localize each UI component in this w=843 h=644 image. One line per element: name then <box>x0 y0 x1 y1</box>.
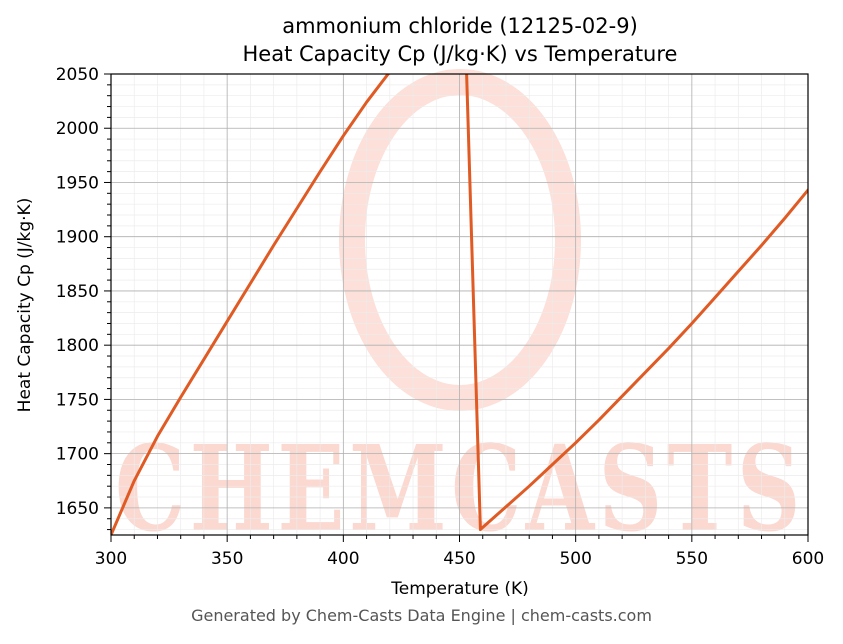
watermark: CHEMCASTS <box>115 69 799 558</box>
x-tick-label: 400 <box>327 549 359 569</box>
x-tick-label: 300 <box>95 549 127 569</box>
y-axis: 1650 1700 1750 1800 1850 1900 1950 2000 2050 <box>56 65 111 531</box>
x-tick-label: 500 <box>559 549 591 569</box>
x-axis-label: Temperature (K) <box>390 579 529 599</box>
series-layer <box>111 74 808 535</box>
chart-title-line1: ammonium chloride (12125-02-9) <box>282 14 638 38</box>
series-line-0 <box>111 74 808 535</box>
y-axis-label: Heat Capacity Cp (J/kg·K) <box>15 198 35 413</box>
y-tick-label: 1650 <box>56 499 99 519</box>
y-tick-label: 1900 <box>56 228 99 248</box>
y-tick-label: 2000 <box>56 119 99 139</box>
x-tick-label: 450 <box>443 549 475 569</box>
x-tick-label: 600 <box>792 549 824 569</box>
y-tick-label: 1700 <box>56 445 99 465</box>
y-tick-label: 1850 <box>56 282 99 302</box>
chart-title-line2: Heat Capacity Cp (J/kg·K) vs Temperature <box>243 42 678 66</box>
x-tick-label: 350 <box>211 549 243 569</box>
y-tick-label: 1750 <box>56 390 99 410</box>
chart: CHEMCASTS 300 350 400 450 500 550 600 1650 1700… <box>15 14 824 599</box>
watermark-logo-ring <box>339 69 581 411</box>
x-axis: 300 350 400 450 500 550 600 <box>95 535 824 569</box>
y-tick-label: 1800 <box>56 336 99 356</box>
y-tick-label: 1950 <box>56 173 99 193</box>
x-tick-label: 550 <box>676 549 708 569</box>
y-tick-label: 2050 <box>56 65 99 85</box>
footer-credit: Generated by Chem-Casts Data Engine | ch… <box>191 606 652 625</box>
